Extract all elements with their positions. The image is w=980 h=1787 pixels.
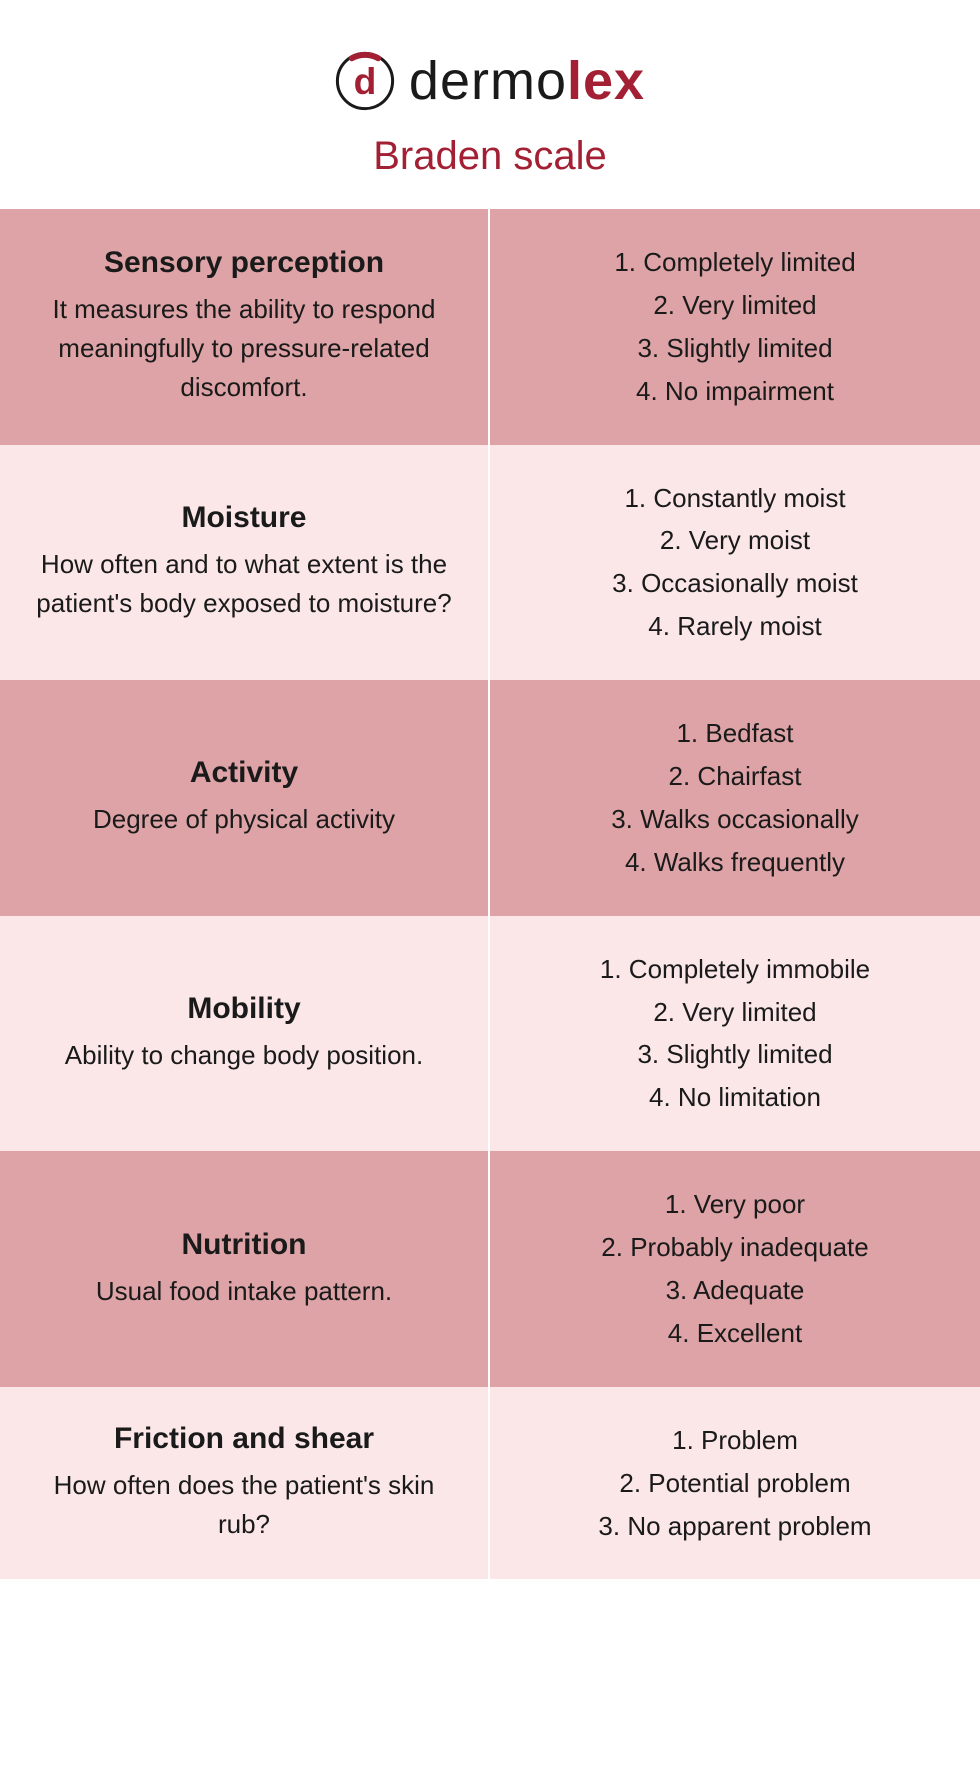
category-description: It measures the ability to respond meani… [28, 290, 460, 407]
option-item: 1. Very poor [518, 1183, 952, 1226]
option-item: 2. Very limited [518, 991, 952, 1034]
category-cell: Sensory perception It measures the abilit… [0, 209, 490, 445]
category-title: Moisture [28, 501, 460, 535]
category-cell: Nutrition Usual food intake pattern. [0, 1151, 490, 1387]
category-cell: Moisture How often and to what extent is … [0, 445, 490, 681]
page-title: Braden scale [20, 134, 960, 179]
options-cell: 1. Completely immobile2. Very limited3. … [490, 916, 980, 1152]
options-list: 1. Completely immobile2. Very limited3. … [518, 948, 952, 1120]
options-list: 1. Completely limited2. Very limited3. S… [518, 241, 952, 413]
braden-table: Sensory perception It measures the abilit… [0, 209, 980, 1579]
option-item: 2. Potential problem [518, 1462, 952, 1505]
option-item: 4. No limitation [518, 1076, 952, 1119]
option-item: 4. No impairment [518, 370, 952, 413]
table-row: Moisture How often and to what extent is … [0, 445, 980, 681]
options-cell: 1. Constantly moist2. Very moist3. Occas… [490, 445, 980, 681]
option-item: 2. Chairfast [518, 755, 952, 798]
category-title: Activity [28, 756, 460, 790]
table-row: Mobility Ability to change body position.… [0, 916, 980, 1152]
table-row: Activity Degree of physical activity 1. Be… [0, 680, 980, 916]
options-cell: 1. Very poor2. Probably inadequate3. Ade… [490, 1151, 980, 1387]
option-item: 3. Slightly limited [518, 1033, 952, 1076]
option-item: 3. Adequate [518, 1269, 952, 1312]
category-cell: Mobility Ability to change body position. [0, 916, 490, 1152]
option-item: 4. Walks frequently [518, 841, 952, 884]
options-list: 1. Bedfast2. Chairfast3. Walks occasiona… [518, 712, 952, 884]
option-item: 3. No apparent problem [518, 1505, 952, 1548]
option-item: 3. Slightly limited [518, 327, 952, 370]
brand-name: dermolex [409, 50, 645, 112]
brand-logo-icon: d [335, 51, 395, 111]
brand-part1: dermo [409, 51, 567, 111]
category-title: Mobility [28, 992, 460, 1026]
options-cell: 1. Problem2. Potential problem3. No appa… [490, 1387, 980, 1580]
table-row: Sensory perception It measures the abilit… [0, 209, 980, 445]
option-item: 1. Constantly moist [518, 477, 952, 520]
logo: d dermolex [335, 50, 645, 112]
option-item: 1. Problem [518, 1419, 952, 1462]
category-description: How often does the patient's skin rub? [28, 1466, 460, 1544]
option-item: 2. Very limited [518, 284, 952, 327]
brand-part2: lex [567, 51, 645, 111]
options-list: 1. Very poor2. Probably inadequate3. Ade… [518, 1183, 952, 1355]
option-item: 2. Very moist [518, 519, 952, 562]
category-description: Ability to change body position. [28, 1036, 460, 1075]
option-item: 1. Completely limited [518, 241, 952, 284]
option-item: 4. Excellent [518, 1312, 952, 1355]
category-description: Degree of physical activity [28, 800, 460, 839]
svg-text:d: d [354, 60, 377, 102]
category-cell: Friction and shear How often does the pat… [0, 1387, 490, 1580]
category-description: Usual food intake pattern. [28, 1272, 460, 1311]
option-item: 3. Occasionally moist [518, 562, 952, 605]
table-row: Friction and shear How often does the pat… [0, 1387, 980, 1580]
category-description: How often and to what extent is the pati… [28, 545, 460, 623]
options-cell: 1. Completely limited2. Very limited3. S… [490, 209, 980, 445]
option-item: 3. Walks occasionally [518, 798, 952, 841]
category-cell: Activity Degree of physical activity [0, 680, 490, 916]
options-list: 1. Problem2. Potential problem3. No appa… [518, 1419, 952, 1548]
header: d dermolex Braden scale [0, 0, 980, 209]
option-item: 1. Completely immobile [518, 948, 952, 991]
category-title: Friction and shear [28, 1422, 460, 1456]
option-item: 1. Bedfast [518, 712, 952, 755]
table-row: Nutrition Usual food intake pattern. 1. Ve… [0, 1151, 980, 1387]
options-cell: 1. Bedfast2. Chairfast3. Walks occasiona… [490, 680, 980, 916]
category-title: Nutrition [28, 1228, 460, 1262]
option-item: 2. Probably inadequate [518, 1226, 952, 1269]
option-item: 4. Rarely moist [518, 605, 952, 648]
category-title: Sensory perception [28, 246, 460, 280]
options-list: 1. Constantly moist2. Very moist3. Occas… [518, 477, 952, 649]
